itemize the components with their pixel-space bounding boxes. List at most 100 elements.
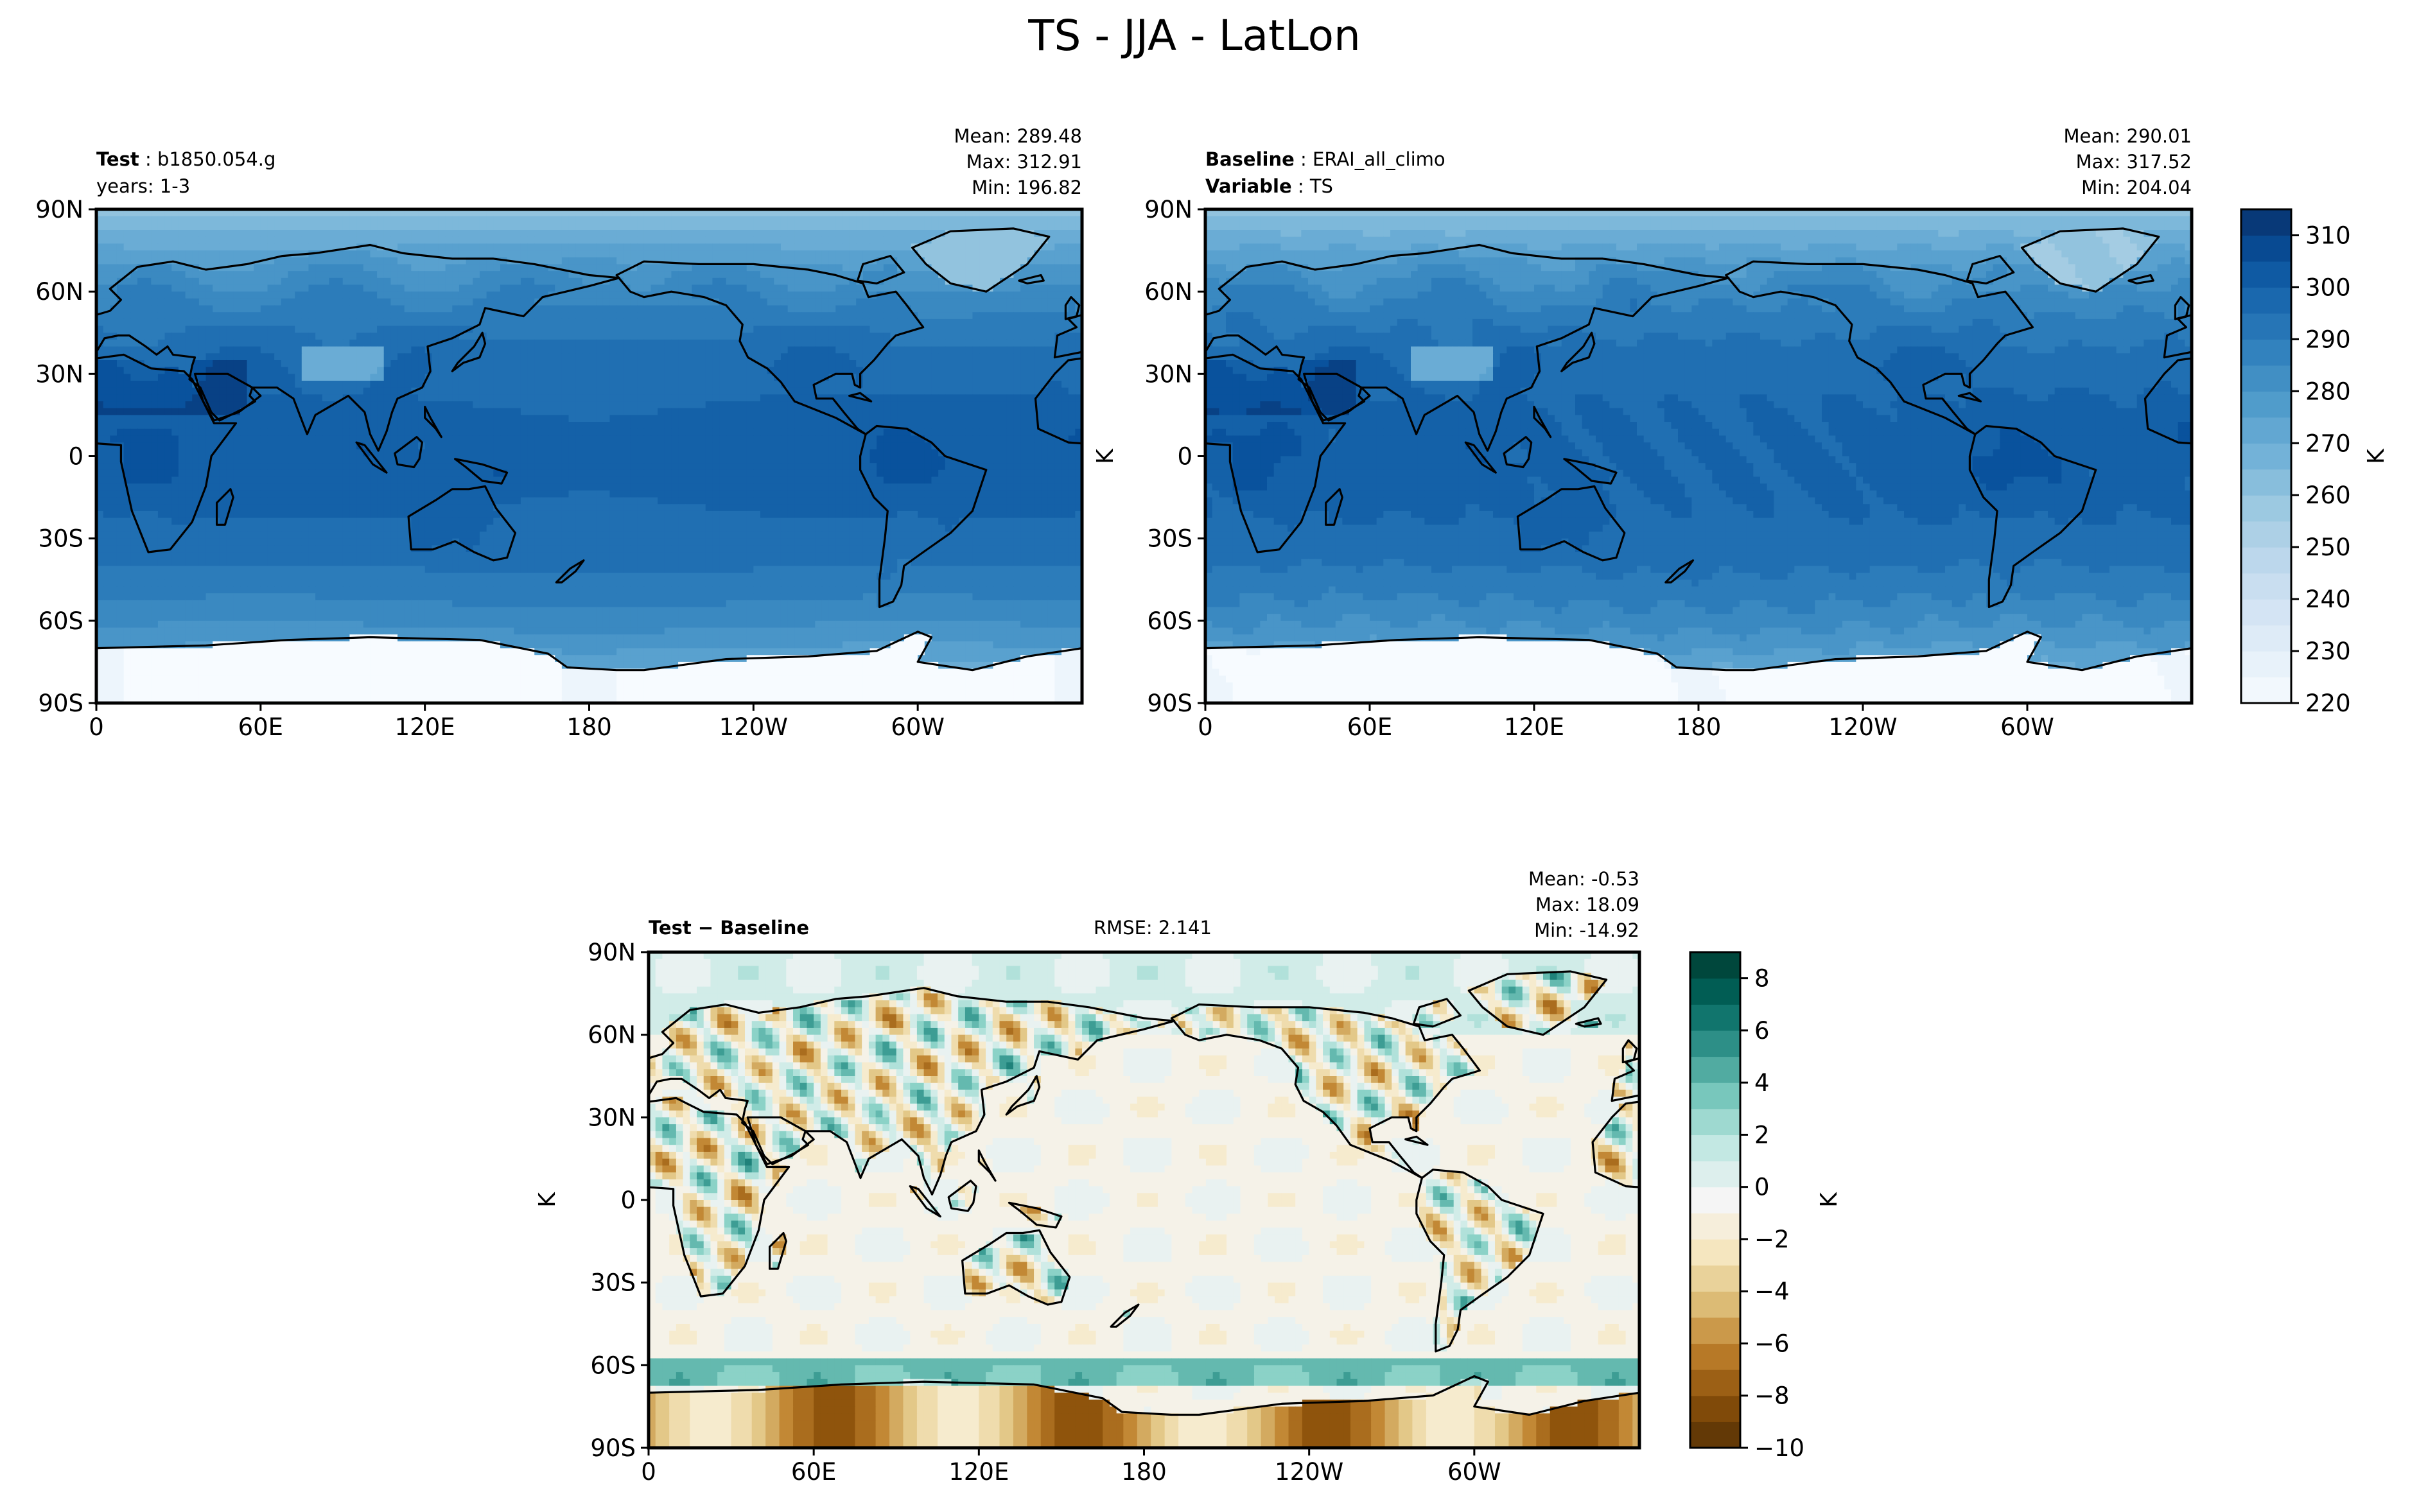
coastline-antarctic — [649, 1391, 650, 1448]
axes-difference: 0 60E 120E 180 120W 60W 90N 60N 30N 0 30S 60S 90S — [588, 939, 1501, 1486]
colorbar-tick-label: 290 — [2305, 326, 2351, 353]
y-tick-label: 0 — [68, 443, 83, 471]
coastline-arabia_pen — [1303, 372, 1371, 422]
coastline-baffin — [2405, 999, 2410, 1027]
colorbar-band — [2241, 391, 2291, 418]
y-tick-label: 90S — [590, 1434, 636, 1462]
colorbar-absolute: 310 300 290 280 270 260 250 240 230 220 K — [2240, 208, 2389, 717]
coastline-difference — [0, 970, 2410, 1448]
x-tick-label: 0 — [641, 1458, 656, 1486]
coastline-australia — [1516, 485, 1626, 562]
temperature-field-baseline — [1205, 209, 2192, 703]
colorbar-tick-label: −10 — [1754, 1434, 1804, 1462]
y-tick-label: 90N — [35, 196, 83, 223]
y-tick-label: 90S — [1147, 690, 1192, 717]
y-tick-label: 60N — [1144, 278, 1192, 306]
coastline-newzealand — [1664, 559, 1695, 584]
coastline-greenland — [2020, 227, 2160, 293]
coastline-philippines — [1533, 406, 1552, 439]
panel-test: Test : b1850.054.g years: 1-3 Mean: 289.… — [35, 125, 1084, 741]
colorbar-difference: 8 6 4 2 0 −2 −4 −6 −8 −10 K — [1689, 951, 1842, 1462]
coastline-namerica — [1170, 1003, 1481, 1179]
coastline-philippines — [424, 406, 442, 439]
coastline-japan — [451, 331, 487, 372]
coastline-namerica — [2162, 1005, 2410, 1178]
colorbar-band — [1690, 1421, 1740, 1448]
y-tick-label: 60S — [1147, 607, 1192, 635]
x-tick-label: 180 — [1121, 1458, 1167, 1486]
x-tick-label: 60E — [238, 713, 283, 741]
coastline-uk — [1621, 1039, 1638, 1064]
colorbar-band — [2241, 625, 2291, 652]
colorbar-tick-label: 280 — [2305, 378, 2351, 405]
coastline-baffin — [1412, 998, 1462, 1028]
coastline-antarctic — [2190, 647, 2192, 703]
y-tick-label: 60S — [38, 607, 83, 635]
colorbar-band — [1690, 1082, 1740, 1109]
coastline-antarctic — [649, 1375, 1639, 1448]
panel-difference: Test − Baseline RMSE: 2.141 Mean: -0.53 … — [0, 868, 2410, 1486]
coastline-sumatra — [1901, 1186, 1931, 1217]
colorbar-difference-label: K — [1816, 1192, 1842, 1208]
coastline-madagascar — [769, 1231, 787, 1270]
colorbar-band — [1690, 952, 1740, 979]
coastline-arabia_pen — [193, 372, 262, 422]
colorbar-tick-label: −6 — [1754, 1330, 1790, 1357]
colorbar-absolute-label: K — [2363, 448, 2389, 464]
panel-baseline-min: Min: 204.04 — [2081, 177, 2192, 198]
coastline-newguinea — [2000, 1203, 2052, 1228]
coastline-newzealand — [120, 1305, 148, 1326]
y-tick-label: 0 — [620, 1186, 636, 1214]
coastline-uk — [2174, 296, 2190, 320]
coastline-madagascar — [216, 488, 234, 526]
colorbar-tick-label: 6 — [1754, 1017, 1770, 1045]
figure-title: TS - JJA - LatLon — [1027, 11, 1361, 60]
y-tick-label: 60N — [35, 278, 83, 306]
colorbar-band — [2241, 261, 2291, 288]
coastline-japan — [1560, 331, 1596, 372]
colorbar-band — [1690, 1056, 1740, 1083]
coastline-newzealand — [1110, 1303, 1140, 1328]
coastline-borneo — [947, 1179, 977, 1212]
colorbar-band — [2241, 469, 2291, 496]
coastline-iceland — [1575, 1017, 1602, 1028]
colorbar-band — [1690, 1134, 1740, 1161]
colorbar-band — [2241, 209, 2291, 236]
coastline-greenland — [1467, 970, 1608, 1036]
x-tick-label: 0 — [1198, 713, 1213, 741]
panel-baseline-variable: Variable : TS — [1205, 175, 1333, 197]
colorbar-band — [1690, 1291, 1740, 1318]
coastline-japan — [1997, 1076, 2030, 1115]
panel-test-label: Test : b1850.054.g — [96, 148, 275, 170]
colorbar-band — [2241, 417, 2291, 444]
x-tick-label: 180 — [566, 713, 612, 741]
coastline-newzealand — [2102, 1305, 2129, 1326]
coastline-newguinea — [1008, 1201, 1063, 1229]
x-tick-label: 60W — [891, 713, 945, 741]
coastline-baffin — [1966, 255, 2015, 284]
coastline-philippines — [977, 1149, 997, 1182]
coastline-australia — [407, 485, 516, 562]
coastline-japan — [1005, 1075, 1041, 1116]
colorbar-band — [1690, 1161, 1740, 1188]
x-tick-label: 60E — [1347, 713, 1392, 741]
coastline-eurasia — [0, 988, 184, 1195]
coastline-greenland — [911, 227, 1051, 293]
coastline-eurasia — [1205, 243, 1730, 452]
coastline-antarctic — [96, 630, 1082, 703]
panel-difference-max: Max: 18.09 — [1535, 894, 1639, 916]
coastline-iceland — [2127, 274, 2154, 284]
panel-test-years: years: 1-3 — [96, 175, 190, 197]
coastline-newguinea — [1563, 458, 1618, 485]
y-tick-label: 30S — [1147, 525, 1192, 553]
coastline-cuba — [848, 392, 873, 403]
coastline-cuba — [1957, 392, 1982, 403]
colorbar-band — [2241, 365, 2291, 392]
coastline-borneo — [394, 436, 423, 469]
coastline-australia — [1953, 1230, 2061, 1305]
coastline-namerica — [1725, 260, 2034, 435]
coastline-sumatra — [355, 441, 388, 474]
coastline-eurasia — [96, 243, 620, 452]
coastline-australia — [961, 1229, 1071, 1306]
